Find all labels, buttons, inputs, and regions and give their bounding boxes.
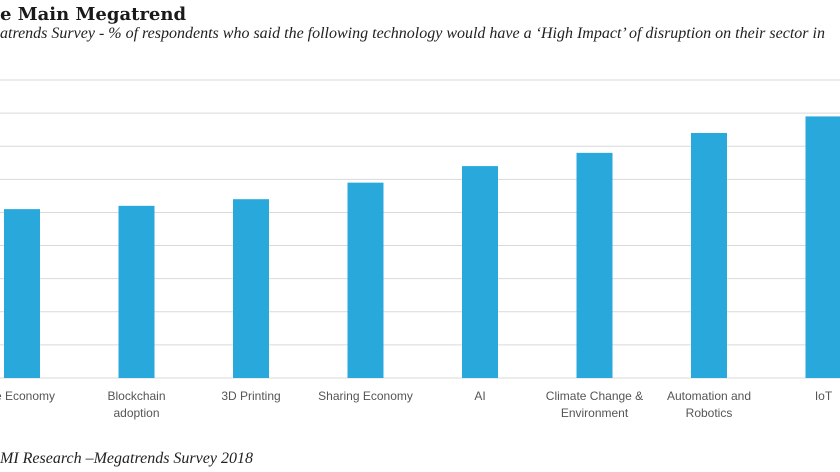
category-label: Automation and Robotics <box>667 389 751 420</box>
bar <box>691 132 727 378</box>
category-label: 3D Printing <box>221 389 280 403</box>
chart-source: MI Research –Megatrends Survey 2018 <box>0 450 253 467</box>
category-label: ce Economy <box>0 389 55 403</box>
chart-title: e Main Megatrend <box>0 4 187 25</box>
bar <box>233 199 269 378</box>
chart-subtitle: atrends Survey - % of respondents who sa… <box>0 25 825 42</box>
bar <box>347 182 384 378</box>
bar <box>576 152 613 378</box>
category-label: IoT <box>815 389 833 403</box>
bars <box>4 116 840 378</box>
bar <box>462 166 498 378</box>
category-label: AI <box>474 389 485 403</box>
bar <box>118 205 155 378</box>
category-label: Blockchain adoption <box>107 389 165 420</box>
category-label: Climate Change & Environment <box>546 389 643 420</box>
category-label: Sharing Economy <box>318 389 413 403</box>
bar <box>4 209 40 378</box>
bar <box>805 116 840 378</box>
